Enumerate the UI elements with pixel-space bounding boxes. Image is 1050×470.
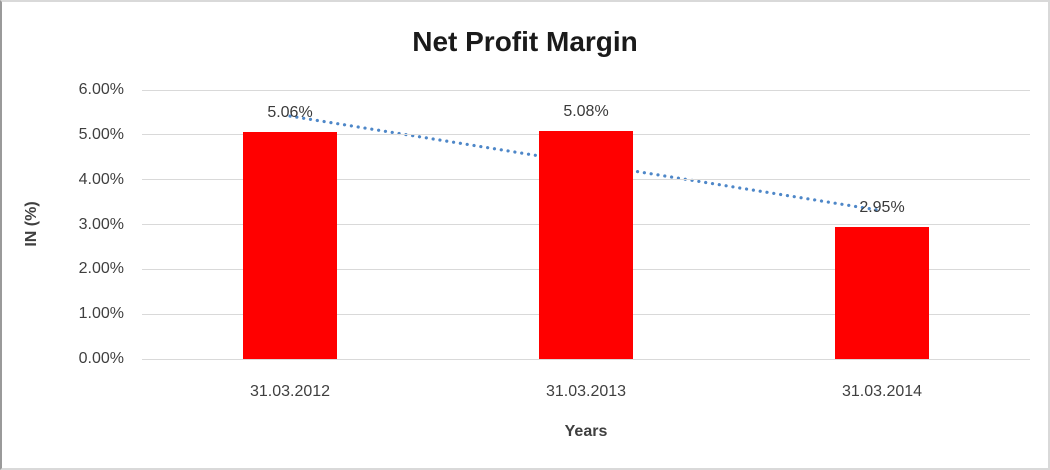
y-tick-label: 5.00% (78, 125, 124, 143)
y-tick-label: 3.00% (78, 215, 124, 233)
gridline (142, 358, 1030, 360)
x-axis-title: Years (564, 423, 608, 440)
bar (835, 226, 929, 359)
category-label: 31.03.2014 (841, 383, 923, 400)
y-tick-label: 6.00% (78, 81, 124, 98)
y-tick-label: 2.00% (78, 260, 124, 278)
y-tick-label: 1.00% (78, 305, 124, 323)
chart-title: Net Profit Margin (412, 26, 638, 57)
data-label: 5.08% (563, 103, 609, 121)
bar (539, 131, 633, 359)
category-label: 31.03.2012 (249, 383, 331, 400)
y-tick-label: 4.00% (78, 170, 124, 188)
data-label: 5.06% (267, 104, 313, 122)
bar (243, 132, 337, 359)
category-label: 31.03.2013 (545, 383, 627, 400)
y-tick-label: 0.00% (78, 350, 124, 367)
gridline (142, 89, 1030, 91)
data-label: 2.95% (859, 198, 905, 216)
y-axis-title: IN (%) (23, 201, 40, 247)
